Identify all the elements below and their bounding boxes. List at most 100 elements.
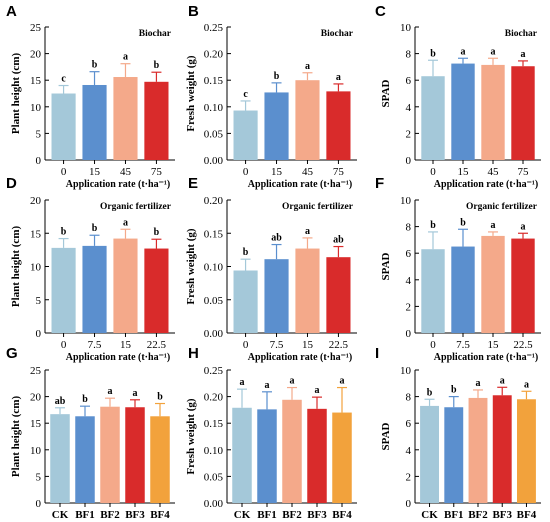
significance-letter: b — [427, 387, 433, 398]
y-tick-label: 8 — [406, 392, 412, 404]
y-tick-label: 2 — [406, 471, 412, 483]
significance-letter: b — [243, 247, 249, 258]
x-tick-label: 0 — [61, 339, 67, 351]
y-tick-label: 4 — [406, 445, 412, 457]
panel-letter: F — [375, 175, 384, 192]
x-tick-label: 15 — [302, 339, 314, 351]
x-tick-label: BF2 — [468, 509, 488, 521]
significance-letter: b — [82, 394, 88, 405]
y-tick-label: 6 — [406, 75, 412, 87]
y-tick-label: 5 — [36, 128, 42, 140]
bar — [51, 93, 76, 160]
significance-letter: b — [154, 227, 160, 238]
x-tick-label: 0 — [243, 339, 249, 351]
y-tick-label: 8 — [406, 222, 412, 234]
bar — [451, 63, 475, 161]
x-tick-label: 0 — [430, 339, 436, 351]
panel-b: B 0.00 0.05 0.10 0.15 0.20 0.25 Fresh weight (g… — [185, 3, 357, 190]
x-tick-label: BF1 — [444, 509, 464, 521]
x-tick-label: BF2 — [282, 509, 302, 521]
y-tick-label: 0.00 — [204, 155, 224, 167]
y-tick-label: 8 — [406, 49, 412, 61]
y-tick-label: 10 — [400, 195, 412, 207]
x-axis-label: Application rate (t·ha⁻¹) — [434, 179, 538, 190]
panel-i: I 0 2 4 6 8 10 SPAD b CK b BF1 a BF2 a BF3 a BF4 — [375, 345, 541, 521]
x-tick-label: BF4 — [150, 509, 170, 521]
y-axis-label: Plant height (cm) — [10, 226, 22, 308]
y-axis-label: SPAD — [380, 79, 392, 107]
y-tick-label: 10 — [30, 102, 42, 114]
y-tick-label: 6 — [406, 248, 412, 260]
panel-letter: D — [6, 175, 17, 192]
x-tick-label: BF4 — [517, 509, 537, 521]
bar — [451, 246, 475, 333]
y-tick-label: 20 — [30, 195, 42, 207]
bar — [50, 414, 70, 503]
bar — [511, 238, 535, 333]
panel-letter: B — [188, 3, 199, 20]
x-tick-label: 75 — [333, 166, 345, 178]
significance-letter: a — [340, 376, 345, 387]
significance-letter: b — [157, 392, 163, 403]
y-axis-label: Fresh weight (g) — [185, 398, 197, 475]
significance-letter: a — [521, 49, 526, 60]
y-tick-label: 25 — [30, 22, 42, 34]
significance-letter: ab — [333, 235, 344, 246]
significance-letter: a — [108, 386, 113, 397]
x-tick-label: 75 — [518, 166, 530, 178]
x-tick-label: CK — [52, 509, 69, 521]
y-tick-label: 0.05 — [204, 471, 224, 483]
bar — [113, 77, 138, 160]
bar — [113, 238, 138, 333]
bar — [492, 395, 512, 503]
panel-letter: G — [6, 345, 18, 362]
x-tick-label: 22.5 — [513, 339, 533, 351]
panel-e: E 0.00 0.05 0.10 0.15 0.20 Fresh weight (g) b 0 a… — [185, 175, 357, 363]
significance-letter: a — [123, 217, 128, 228]
y-tick-label: 2 — [406, 301, 412, 313]
bar — [82, 245, 107, 333]
x-tick-label: CK — [234, 509, 251, 521]
significance-letter: a — [123, 52, 128, 63]
y-tick-label: 0 — [406, 328, 412, 340]
y-tick-label: 25 — [30, 365, 42, 377]
significance-letter: a — [133, 388, 138, 399]
x-axis-label: Application rate (t·ha⁻¹) — [434, 352, 538, 363]
y-axis-label: Fresh weight (g) — [185, 228, 197, 305]
y-tick-label: 0.20 — [204, 392, 224, 404]
bar — [264, 259, 289, 333]
bar — [144, 248, 169, 333]
y-tick-label: 0.20 — [204, 49, 224, 61]
significance-letter: a — [461, 46, 466, 57]
significance-letter: a — [336, 72, 341, 83]
y-tick-label: 15 — [30, 418, 42, 430]
significance-letter: a — [315, 385, 320, 396]
y-tick-label: 2 — [406, 128, 412, 140]
bar — [332, 412, 352, 503]
significance-letter: b — [92, 60, 98, 71]
y-tick-label: 10 — [30, 445, 42, 457]
significance-letter: c — [243, 89, 248, 100]
y-tick-label: 20 — [30, 49, 42, 61]
x-tick-label: 15 — [488, 339, 500, 351]
significance-letter: a — [476, 378, 481, 389]
bar — [295, 248, 320, 333]
significance-letter: a — [305, 61, 310, 72]
significance-letter: a — [521, 221, 526, 232]
panel-title: Biochar — [139, 29, 172, 39]
bar — [150, 416, 170, 503]
x-tick-label: 7.5 — [270, 339, 284, 351]
y-tick-label: 0 — [36, 155, 42, 167]
significance-letter: b — [61, 227, 67, 238]
significance-letter: ab — [271, 233, 282, 244]
y-tick-label: 0.10 — [204, 445, 224, 457]
y-axis-label: SPAD — [380, 252, 392, 280]
panel-title: Biochar — [321, 29, 354, 39]
significance-letter: a — [290, 376, 295, 387]
x-tick-label: 45 — [302, 166, 314, 178]
bar — [420, 405, 439, 503]
x-tick-label: BF3 — [307, 509, 327, 521]
bar — [295, 80, 320, 160]
panel-d: D 0 5 10 15 20 Plant height (cm) b 0 b 7.5 a 15 b 22.5… — [6, 175, 175, 363]
x-tick-label: BF1 — [75, 509, 95, 521]
